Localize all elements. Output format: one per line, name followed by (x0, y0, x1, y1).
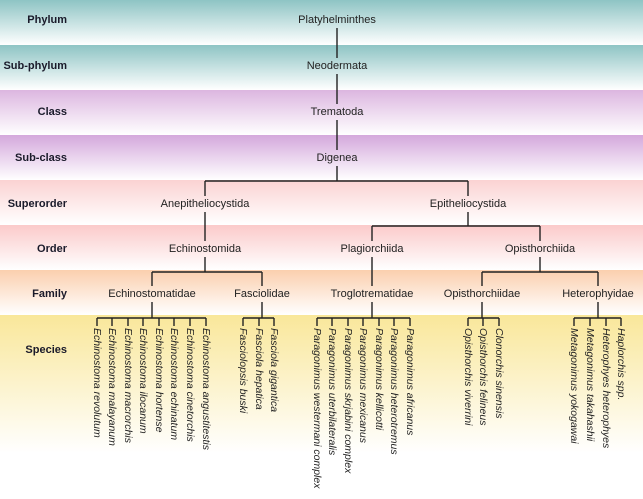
band-sub-phylum (0, 45, 643, 90)
species-label: Metagonimus takahashii (584, 328, 596, 442)
node-family: Heterophyidae (562, 288, 634, 300)
node-family: Opisthorchiidae (443, 288, 521, 300)
node-superorder: Epitheliocystida (429, 198, 507, 210)
node-order: Opisthorchiida (504, 243, 576, 255)
rank-label: Sub-phylum (3, 60, 67, 72)
species-label: Paragonimus uterbilateralis (326, 328, 338, 456)
species-label: Paragonimus kellicotti (373, 328, 385, 431)
rank-label: Superorder (7, 198, 67, 210)
species-label: Echinostoma echinatum (168, 328, 180, 441)
species-label: Haplorchis spp. (615, 328, 627, 401)
species-label: Paragonimus westermani complex (311, 328, 323, 489)
rank-label: Order (37, 243, 67, 255)
species-label: Paragonimus mexicanus (357, 328, 369, 443)
node-subphylum: Neodermata (306, 60, 368, 72)
species-label: Paragonimus skrjabini complex (342, 328, 354, 474)
node-order: Plagiorchiida (340, 243, 404, 255)
node-phylum: Platyhelminthes (298, 14, 376, 26)
rank-label: Species (25, 344, 67, 356)
rank-label: Sub-class (15, 152, 67, 164)
species-label: Heterophyes heterophyes (600, 328, 612, 449)
species-label: Fasciola gigantica (268, 328, 280, 413)
species-label: Fasciola hepatica (253, 328, 265, 410)
node-family: Echinostomatidae (108, 288, 196, 300)
node-class: Trematoda (310, 106, 364, 118)
species-label: Opisthorchis felineus (477, 328, 489, 426)
band-order (0, 225, 643, 270)
species-label: Echinostoma macrorchis (122, 328, 134, 443)
band-phylum (0, 0, 643, 45)
band-superorder (0, 180, 643, 225)
node-family: Fasciolidae (234, 288, 290, 300)
node-subclass: Digenea (316, 152, 358, 164)
species-label: Fasciolopsis buski (237, 328, 249, 414)
node-order: Echinostomida (168, 243, 242, 255)
species-label: Opisthorchis viverrini (462, 328, 474, 426)
rank-label: Class (37, 106, 67, 118)
species-label: Metagonimus yokogawai (568, 328, 580, 444)
band-sub-class (0, 135, 643, 180)
species-label: Echinostoma ilocanum (137, 328, 149, 434)
species-label: Clonorchis sinensis (493, 328, 505, 419)
species-label: Echinostoma revolutum (91, 328, 103, 438)
species-label: Echinostoma angustitestis (200, 328, 212, 450)
band-class (0, 90, 643, 135)
band-family (0, 270, 643, 315)
species-label: Echinostoma cinetorchis (184, 328, 196, 442)
node-superorder: Anepitheliocystida (160, 198, 250, 210)
species-label: Paragonimus heterotremus (388, 328, 400, 455)
node-family: Troglotrematidae (330, 288, 414, 300)
species-label: Echinostoma malayanum (106, 328, 118, 446)
band-species (0, 315, 643, 499)
rank-label: Phylum (27, 14, 67, 26)
species-label: Echinostoma hortense (153, 328, 165, 433)
species-label: Paragonimus africanus (404, 328, 416, 436)
rank-label: Family (32, 288, 67, 300)
